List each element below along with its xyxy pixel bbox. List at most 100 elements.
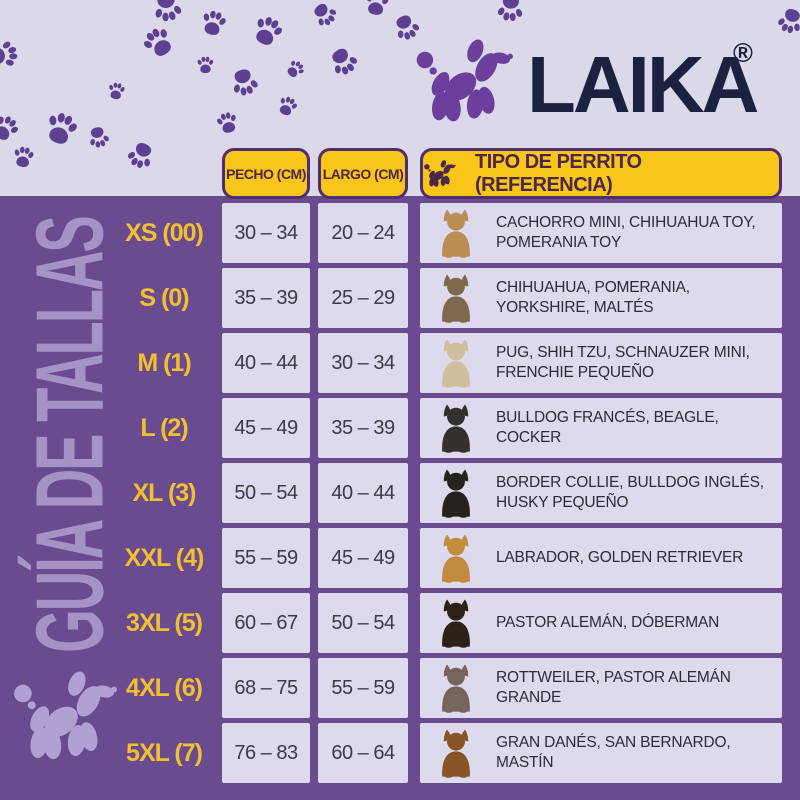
paw-print-icon	[325, 42, 363, 80]
chest-cell: 45 – 49	[222, 398, 310, 458]
length-value: 30 – 34	[331, 351, 395, 374]
paw-print-icon	[214, 110, 241, 137]
chest-value: 50 – 54	[234, 481, 298, 504]
chest-cell: 68 – 75	[222, 658, 310, 718]
table-row: XS (00) 30 – 34 20 – 24 CACHORRO MINI, C…	[0, 203, 800, 263]
chest-cell: 55 – 59	[222, 528, 310, 588]
dog-photo-rottweiler	[430, 662, 482, 714]
table-row: 4XL (6) 68 – 75 55 – 59 ROTTWEILER, PAST…	[0, 658, 800, 718]
length-value: 35 – 39	[331, 416, 395, 439]
length-value: 60 – 64	[331, 741, 395, 764]
dog-photo-doberman	[430, 597, 482, 649]
chest-cell: 30 – 34	[222, 203, 310, 263]
breeds-text: PASTOR ALEMÁN, DÓBERMAN	[496, 613, 720, 631]
chest-cell: 40 – 44	[222, 333, 310, 393]
length-cell: 40 – 44	[318, 463, 408, 523]
column-header-dog-type-label: TIPO DE PERRITO (REFERENCIA)	[475, 150, 642, 196]
size-label: XXL (4)	[124, 543, 205, 572]
size-label: 4XL (6)	[126, 673, 203, 702]
size-label: 3XL (5)	[126, 608, 203, 637]
dog-type-cell: BORDER COLLIE, BULLDOG INGLÉS, HUSKY PEQ…	[420, 463, 782, 523]
table-row: 3XL (5) 60 – 67 50 – 54 PASTOR ALEMÁN, D…	[0, 593, 800, 653]
size-label: L (2)	[140, 413, 188, 442]
length-cell: 25 – 29	[318, 268, 408, 328]
length-value: 55 – 59	[331, 676, 395, 699]
table-row: 5XL (7) 76 – 83 60 – 64 GRAN DANÉS, SAN …	[0, 723, 800, 783]
dog-photo-bulldog-frances	[430, 402, 482, 454]
dog-photo-mastin	[430, 727, 482, 779]
paw-print-icon	[196, 56, 214, 74]
table-row: XL (3) 50 – 54 40 – 44 BORDER COLLIE, BU…	[0, 463, 800, 523]
chest-value: 40 – 44	[234, 351, 298, 374]
paw-print-icon	[308, 0, 342, 31]
dog-type-cell: BULLDOG FRANCÉS, BEAGLE, COCKER	[420, 398, 782, 458]
paw-print-icon	[282, 56, 307, 81]
paw-print-icon	[247, 11, 287, 51]
dog-photo-yorkshire	[430, 272, 482, 324]
paw-print-icon	[496, 0, 526, 23]
breeds-text: BORDER COLLIE, BULLDOG INGLÉS, HUSKY PEQ…	[496, 473, 764, 511]
paw-print-icon	[151, 0, 186, 24]
size-label: XL (3)	[132, 478, 197, 507]
paw-print-icon	[361, 0, 391, 18]
size-label: XS (00)	[125, 218, 204, 247]
paw-print-icon	[274, 93, 301, 120]
length-cell: 30 – 34	[318, 333, 408, 393]
dog-photo-shih-tzu	[430, 337, 482, 389]
column-header-dog-type: TIPO DE PERRITO (REFERENCIA)	[420, 148, 782, 199]
column-header-length-label: LARGO (CM)	[322, 165, 404, 182]
breeds-text: LABRADOR, GOLDEN RETRIEVER	[496, 548, 744, 566]
table-row: S (0) 35 – 39 25 – 29 CHIHUAHUA, POMERAN…	[0, 268, 800, 328]
chest-value: 35 – 39	[234, 286, 298, 309]
length-value: 20 – 24	[331, 221, 395, 244]
table-row: M (1) 40 – 44 30 – 34 PUG, SHIH TZU, SCH…	[0, 333, 800, 393]
dog-type-cell: GRAN DANÉS, SAN BERNARDO, MASTÍN	[420, 723, 782, 783]
balloon-dog-icon	[423, 159, 459, 189]
registered-trademark-symbol: ®	[733, 38, 753, 68]
length-cell: 45 – 49	[318, 528, 408, 588]
chest-value: 55 – 59	[234, 546, 298, 569]
paw-print-icon	[124, 138, 160, 174]
dog-photo-golden-retriever	[430, 532, 482, 584]
length-cell: 50 – 54	[318, 593, 408, 653]
breeds-text: GRAN DANÉS, SAN BERNARDO, MASTÍN	[496, 733, 731, 771]
length-value: 25 – 29	[331, 286, 395, 309]
dog-type-cell: PUG, SHIH TZU, SCHNAUZER MINI, FRENCHIE …	[420, 333, 782, 393]
column-header-chest-label: PECHO (CM)	[226, 165, 306, 182]
dog-photo-chihuahua	[430, 207, 482, 259]
dog-type-cell: PASTOR ALEMÁN, DÓBERMAN	[420, 593, 782, 653]
length-cell: 20 – 24	[318, 203, 408, 263]
paw-print-icon	[0, 38, 20, 70]
brand-logo-text: LAIKA	[527, 40, 759, 129]
column-header-length: LARGO (CM)	[318, 148, 408, 199]
chest-cell: 50 – 54	[222, 463, 310, 523]
size-label: 5XL (7)	[126, 738, 203, 767]
paw-print-icon	[106, 81, 127, 102]
chest-cell: 35 – 39	[222, 268, 310, 328]
chest-value: 60 – 67	[234, 611, 298, 634]
paw-print-icon	[774, 4, 800, 37]
length-value: 45 – 49	[331, 546, 395, 569]
chest-value: 45 – 49	[234, 416, 298, 439]
chest-cell: 60 – 67	[222, 593, 310, 653]
paw-print-icon	[137, 22, 179, 64]
balloon-dog-logo-icon	[413, 36, 523, 128]
size-label: S (0)	[139, 283, 189, 312]
length-value: 40 – 44	[331, 481, 395, 504]
size-label: M (1)	[137, 348, 191, 377]
length-cell: 55 – 59	[318, 658, 408, 718]
breeds-text: BULLDOG FRANCÉS, BEAGLE, COCKER	[496, 408, 719, 446]
dog-type-cell: CACHORRO MINI, CHIHUAHUA TOY, POMERANIA …	[420, 203, 782, 263]
chest-value: 76 – 83	[234, 741, 298, 764]
length-value: 50 – 54	[331, 611, 395, 634]
dog-type-cell: LABRADOR, GOLDEN RETRIEVER	[420, 528, 782, 588]
length-cell: 35 – 39	[318, 398, 408, 458]
breeds-text: PUG, SHIH TZU, SCHNAUZER MINI, FRENCHIE …	[496, 343, 750, 381]
breeds-text: CACHORRO MINI, CHIHUAHUA TOY, POMERANIA …	[496, 213, 756, 251]
column-header-chest: PECHO (CM)	[222, 148, 310, 199]
length-cell: 60 – 64	[318, 723, 408, 783]
breeds-text: ROTTWEILER, PASTOR ALEMÁN GRANDE	[496, 668, 731, 706]
dog-type-cell: CHIHUAHUA, POMERANIA, YORKSHIRE, MALTÉS	[420, 268, 782, 328]
chest-cell: 76 – 83	[222, 723, 310, 783]
dog-photo-border-collie	[430, 467, 482, 519]
